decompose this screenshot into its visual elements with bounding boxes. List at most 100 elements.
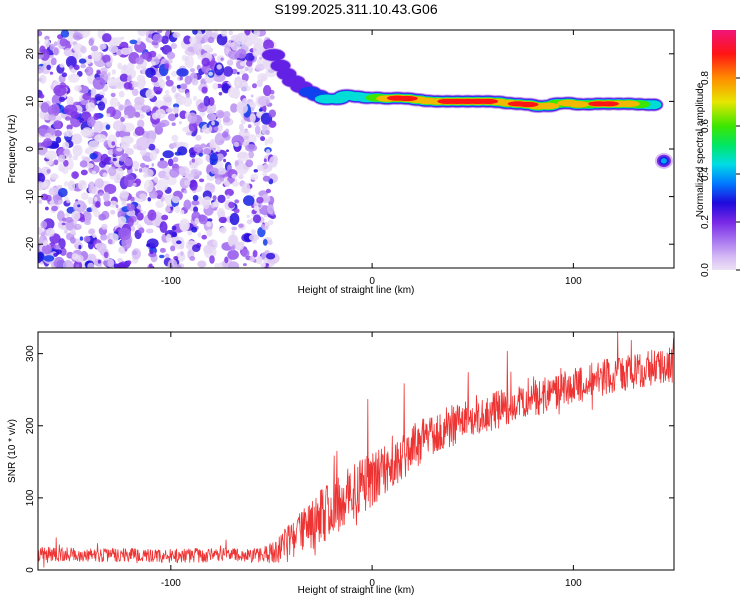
noise-speckle xyxy=(255,255,263,265)
noise-speckle xyxy=(134,168,139,172)
noise-speckle xyxy=(235,32,248,45)
noise-speckle xyxy=(105,61,113,68)
noise-speckle xyxy=(171,134,179,142)
noise-speckle xyxy=(111,141,116,146)
noise-speckle xyxy=(53,159,59,166)
noise-speckle xyxy=(62,260,74,268)
noise-speckle xyxy=(90,87,97,97)
noise-speckle xyxy=(126,75,132,82)
noise-speckle xyxy=(183,199,192,210)
noise-speckle xyxy=(260,75,267,81)
noise-speckle xyxy=(227,87,238,98)
noise-speckle xyxy=(234,147,240,153)
noise-speckle xyxy=(161,35,169,45)
noise-speckle xyxy=(202,44,212,52)
noise-speckle xyxy=(115,204,119,209)
noise-speckle xyxy=(224,256,229,264)
noise-speckle xyxy=(63,159,69,167)
noise-speckle xyxy=(269,95,275,100)
colorbar-tick-label: 0.4 xyxy=(700,167,711,181)
noise-speckle xyxy=(174,113,179,118)
noise-speckle xyxy=(136,80,145,90)
noise-speckle xyxy=(216,64,222,70)
noise-speckle xyxy=(135,57,144,65)
noise-speckle xyxy=(106,78,116,87)
spectral-ridge xyxy=(261,48,664,114)
noise-speckle xyxy=(98,160,106,168)
noise-speckle xyxy=(194,217,200,225)
noise-speckle xyxy=(112,120,124,131)
noise-speckle xyxy=(135,209,140,214)
noise-speckle xyxy=(188,173,193,178)
noise-speckle xyxy=(267,204,275,215)
noise-speckle xyxy=(223,111,231,119)
noise-speckle xyxy=(59,247,67,256)
noise-speckle xyxy=(199,178,205,183)
noise-speckle xyxy=(108,200,119,208)
noise-speckle xyxy=(68,153,73,159)
noise-speckle xyxy=(147,209,157,221)
noise-speckle xyxy=(53,41,58,46)
noise-speckle xyxy=(80,45,87,54)
ridge-contour xyxy=(537,102,560,110)
noise-region xyxy=(38,30,280,268)
noise-speckle xyxy=(138,168,143,173)
noise-speckle xyxy=(165,75,171,81)
x-tick-label: 0 xyxy=(369,578,375,589)
noise-speckle xyxy=(65,216,74,223)
noise-speckle xyxy=(214,262,220,268)
noise-speckle xyxy=(88,140,100,150)
noise-speckle xyxy=(187,112,198,124)
noise-speckle xyxy=(39,74,47,84)
noise-speckle xyxy=(172,231,178,238)
noise-speckle xyxy=(44,150,58,160)
noise-speckle xyxy=(260,136,266,142)
noise-speckle xyxy=(172,156,179,163)
noise-speckle xyxy=(241,73,249,82)
colorbar-strip xyxy=(712,30,736,270)
noise-speckle xyxy=(103,200,111,207)
noise-speckle xyxy=(126,203,135,212)
noise-speckle xyxy=(157,54,162,59)
noise-speckle xyxy=(252,37,264,47)
noise-speckle xyxy=(94,196,98,202)
noise-speckle xyxy=(75,264,80,268)
noise-speckle xyxy=(49,71,54,75)
noise-speckle xyxy=(58,163,65,170)
noise-speckle xyxy=(159,221,168,233)
noise-speckle xyxy=(116,147,123,152)
noise-speckle xyxy=(71,253,79,260)
noise-speckle xyxy=(197,232,202,238)
noise-speckle xyxy=(157,160,169,169)
noise-speckle xyxy=(181,54,187,62)
noise-speckle xyxy=(179,242,185,250)
noise-speckle xyxy=(160,47,165,51)
noise-speckle xyxy=(207,112,217,122)
noise-speckle xyxy=(210,139,216,145)
noise-speckle xyxy=(164,206,171,213)
noise-speckle xyxy=(256,79,263,88)
noise-speckle xyxy=(136,64,142,70)
noise-speckle xyxy=(126,260,132,265)
x-tick-label: 100 xyxy=(565,578,582,589)
noise-speckle xyxy=(207,218,213,222)
noise-speckle xyxy=(118,227,132,241)
noise-speckle xyxy=(43,63,47,68)
noise-speckle xyxy=(212,195,217,201)
noise-speckle xyxy=(91,51,102,62)
noise-speckle xyxy=(92,76,106,90)
noise-speckle xyxy=(107,239,113,245)
noise-speckle xyxy=(51,205,58,212)
noise-speckle xyxy=(66,124,73,130)
noise-speckle xyxy=(164,63,170,70)
noise-speckle xyxy=(267,136,274,145)
noise-speckle xyxy=(213,207,217,211)
noise-speckle xyxy=(53,256,65,268)
x-tick-label: -100 xyxy=(161,276,181,287)
noise-speckle xyxy=(110,92,116,98)
colorbar-tick-label: 0.8 xyxy=(700,71,711,85)
noise-speckle xyxy=(194,171,198,175)
noise-speckle xyxy=(189,179,198,191)
noise-speckle xyxy=(209,152,218,166)
noise-speckle xyxy=(44,39,51,48)
